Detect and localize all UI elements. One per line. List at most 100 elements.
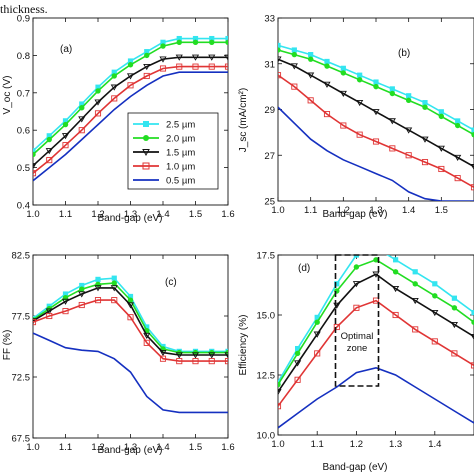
data-point — [159, 349, 167, 357]
data-point — [471, 127, 474, 133]
panel-c: 1.0 1.1 1.2 1.3 1.4 1.5 1.6 67.5 72.5 77.5 82.5 Ban… — [2, 251, 235, 457]
data-point — [191, 54, 200, 61]
series-line — [278, 299, 474, 407]
data-point — [294, 350, 301, 357]
x-tick-label: 1.5 — [189, 209, 202, 220]
series-line — [278, 273, 474, 393]
data-point — [143, 63, 151, 71]
data-point — [372, 109, 380, 116]
data-point — [405, 97, 412, 104]
y-tick-label: 0.5 — [17, 163, 30, 174]
data-point — [95, 88, 101, 94]
data-point — [389, 145, 396, 152]
figure-caption: thickness. — [0, 2, 48, 16]
data-point — [127, 297, 134, 303]
panel-label: (a) — [60, 44, 72, 55]
data-point — [278, 381, 281, 388]
data-point — [291, 83, 298, 90]
data-point — [224, 358, 228, 365]
data-point — [110, 84, 118, 91]
data-point — [412, 326, 419, 333]
data-point — [111, 69, 117, 75]
data-point — [79, 105, 85, 111]
data-point — [373, 83, 379, 90]
data-point — [314, 314, 320, 320]
data-point — [208, 352, 216, 359]
data-point — [323, 81, 331, 88]
y-tick-label: 25 — [264, 197, 275, 208]
data-point — [143, 339, 150, 346]
y-axis-label: FF (%) — [2, 330, 13, 361]
data-point — [78, 127, 85, 134]
data-point — [159, 355, 167, 362]
legend-marker — [143, 135, 149, 141]
panel-b: 1.0 1.1 1.2 1.3 1.4 1.5 25 27 29 31 33 Band-gap (eV… — [238, 14, 474, 220]
data-point — [356, 131, 363, 138]
data-point — [278, 56, 282, 63]
data-point — [79, 282, 85, 289]
x-tick-label: 1.3 — [369, 205, 382, 216]
data-point — [192, 63, 199, 70]
data-point — [111, 297, 118, 304]
data-point — [388, 118, 396, 125]
data-point — [46, 312, 53, 320]
optimal-zone-label-bg — [341, 328, 373, 354]
data-point — [323, 111, 331, 118]
x-tick-label: 1.2 — [337, 205, 350, 216]
y-tick-label: 12.5 — [257, 371, 276, 382]
data-point — [431, 309, 439, 317]
data-point — [324, 63, 330, 69]
y-tick-label: 31 — [264, 59, 275, 70]
data-point — [438, 165, 445, 173]
y-tick-label: 77.5 — [12, 312, 31, 323]
data-point — [421, 136, 429, 143]
data-point — [451, 350, 458, 357]
data-point — [389, 86, 395, 92]
data-point — [33, 319, 37, 326]
optimal-zone-label-line2: zone — [347, 343, 368, 354]
data-point — [191, 352, 200, 359]
series-line — [33, 65, 228, 174]
legend-marker — [142, 162, 150, 170]
data-point — [278, 389, 282, 396]
data-point — [454, 175, 461, 182]
data-point — [111, 280, 117, 286]
data-point — [95, 84, 101, 90]
data-point — [62, 121, 69, 128]
x-tick-label: 1.0 — [26, 442, 39, 453]
data-point — [79, 101, 85, 107]
data-point — [406, 93, 412, 99]
x-tick-label: 1.4 — [156, 209, 169, 220]
data-point — [405, 127, 413, 134]
data-point — [33, 170, 37, 177]
data-point — [373, 257, 379, 263]
x-tick-label: 1.4 — [402, 205, 415, 216]
data-point — [314, 350, 321, 357]
data-point — [111, 73, 117, 79]
data-point — [126, 302, 135, 309]
data-point — [209, 39, 215, 46]
data-point — [78, 301, 85, 309]
x-axis-label: Band-gap (eV) — [97, 213, 162, 224]
data-point — [307, 72, 315, 79]
series-group — [33, 35, 228, 182]
data-point — [94, 285, 102, 292]
data-point — [393, 257, 399, 263]
x-tick-label: 1.3 — [389, 439, 402, 450]
data-point — [127, 62, 134, 68]
data-point — [159, 65, 167, 72]
y-tick-label: 0.4 — [17, 201, 30, 212]
data-point — [314, 319, 320, 325]
data-point — [392, 285, 400, 293]
data-point — [353, 304, 360, 311]
data-point — [432, 281, 438, 287]
x-tick-label: 1.1 — [304, 205, 317, 216]
series-group — [278, 255, 474, 429]
data-point — [307, 56, 314, 62]
panel-a: 1.0 1.1 1.2 1.3 1.4 1.5 1.6 0.4 0.5 0.6 0.7 0.8 0.9 B… — [2, 14, 235, 225]
x-tick-label: 1.1 — [59, 209, 72, 220]
data-point — [78, 291, 86, 298]
y-tick-label: 15.0 — [257, 311, 276, 322]
data-point — [224, 352, 228, 359]
